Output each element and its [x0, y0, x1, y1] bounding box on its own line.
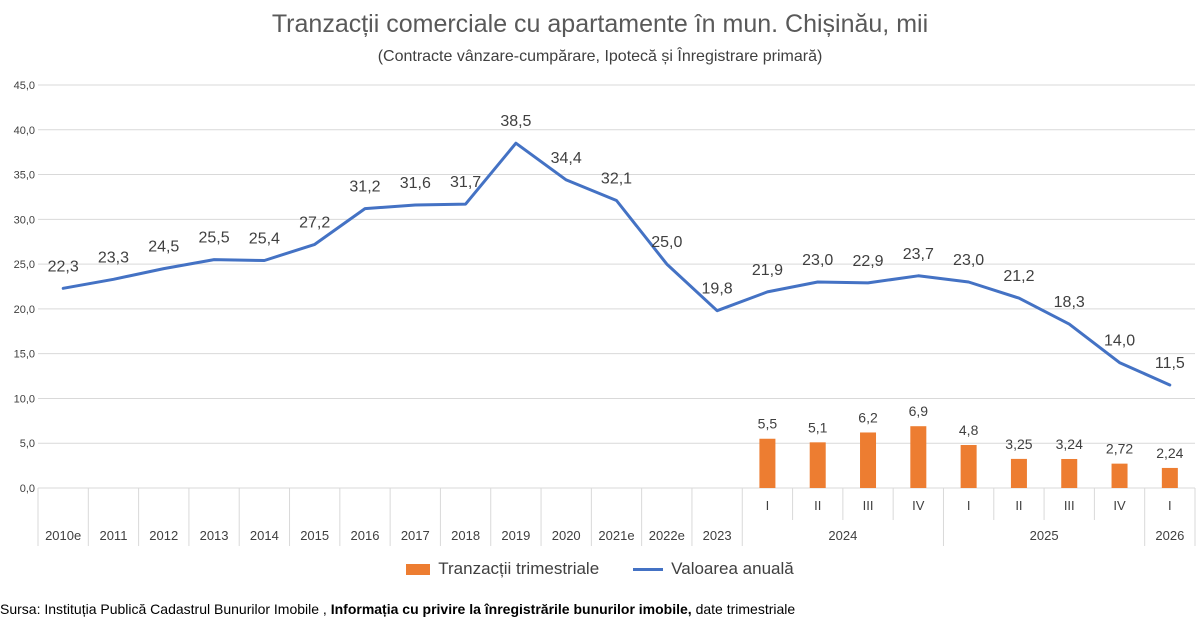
- line-data-label: 25,0: [651, 234, 682, 251]
- x-tick-label: 2012: [149, 528, 178, 543]
- chart-subtitle: (Contracte vânzare-cumpărare, Ipotecă și…: [377, 48, 823, 65]
- bar-data-label: 6,9: [909, 403, 929, 419]
- line-data-label: 11,5: [1155, 355, 1185, 372]
- line-data-label: 23,7: [903, 246, 934, 263]
- bar-data-label: 4,8: [959, 422, 979, 438]
- source-suffix: date trimestriale: [695, 601, 796, 617]
- bar-data-label: 3,24: [1056, 436, 1083, 452]
- line-data-label: 34,4: [551, 150, 582, 167]
- line-data-label: 22,9: [852, 253, 883, 270]
- legend-line-swatch: [633, 567, 664, 571]
- x-tick-label: IV: [1113, 498, 1126, 513]
- y-tick-label: 20,0: [14, 304, 35, 316]
- line-data-label: 22,3: [48, 258, 79, 275]
- x-tick-label: I: [1168, 498, 1172, 513]
- x-tick-label: III: [1064, 498, 1075, 513]
- line-data-label: 38,5: [500, 113, 531, 130]
- source-bold: Informația cu privire la înregistrările …: [330, 601, 692, 617]
- bar-data-label: 3,25: [1005, 436, 1032, 452]
- x-tick-label: 2010e: [45, 528, 81, 543]
- bar-data-label: 5,1: [808, 419, 828, 435]
- legend-item-bars: Tranzacții trimestriale: [406, 559, 599, 579]
- line-data-label: 21,2: [1003, 268, 1034, 285]
- x-group-label: 2025: [1030, 528, 1059, 543]
- source-prefix: Sursa: Instituția Publică Cadastrul Bunu…: [0, 601, 327, 617]
- y-tick-label: 40,0: [14, 125, 35, 137]
- y-tick-label: 0,0: [20, 483, 35, 495]
- line-data-label: 23,0: [953, 252, 984, 269]
- bar: [809, 442, 826, 488]
- x-tick-label: II: [1015, 498, 1022, 513]
- x-group-label: 2024: [828, 528, 857, 543]
- chart-title: Tranzacții comerciale cu apartamente în …: [271, 10, 929, 38]
- chart: Tranzacții comerciale cu apartamente în …: [0, 10, 1200, 579]
- bar-data-label: 6,2: [858, 409, 878, 425]
- y-tick-label: 10,0: [14, 393, 35, 405]
- x-tick-label: II: [814, 498, 821, 513]
- legend-item-line: Valoarea anuală: [633, 559, 794, 579]
- x-tick-label: 2018: [451, 528, 480, 543]
- line-data-label: 21,9: [752, 262, 783, 279]
- bar-data-label: 5,5: [758, 416, 778, 432]
- x-tick-label: 2023: [703, 528, 732, 543]
- line-data-label: 27,2: [299, 214, 330, 231]
- bar-data-label: 2,24: [1156, 445, 1183, 461]
- x-tick-label: IV: [912, 498, 925, 513]
- bar-data-label: 2,72: [1106, 441, 1133, 457]
- bar: [860, 432, 877, 488]
- bar: [1161, 467, 1178, 488]
- x-group-label: 2026: [1155, 528, 1184, 543]
- bar: [1010, 458, 1027, 488]
- y-tick-label: 15,0: [14, 349, 35, 361]
- bar: [910, 426, 927, 488]
- x-tick-label: 2019: [501, 528, 530, 543]
- x-tick-label: 2017: [401, 528, 430, 543]
- y-tick-label: 45,0: [14, 80, 35, 92]
- y-tick-label: 35,0: [14, 170, 35, 182]
- line-data-label: 18,3: [1054, 294, 1085, 311]
- chart-plot: 0,0 5,0 10,0 15,0 20,0 25,0 30,0 35,0 40,0 45,0 20…: [14, 80, 1196, 546]
- x-tick-label: 2014: [250, 528, 279, 543]
- x-tick-label: 2020: [552, 528, 581, 543]
- line-data-label: 31,6: [400, 175, 431, 192]
- x-tick-label: 2015: [300, 528, 329, 543]
- x-tick-label: 2013: [200, 528, 229, 543]
- legend: Tranzacții trimestriale Valoarea anuală: [0, 559, 1200, 579]
- source-note: Sursa: Instituția Publică Cadastrul Bunu…: [0, 601, 795, 617]
- x-tick-label: 2011: [99, 528, 127, 543]
- x-tick-label: I: [766, 498, 770, 513]
- line-data-label: 24,5: [148, 239, 179, 256]
- x-tick-label: 2016: [351, 528, 380, 543]
- bar: [1111, 463, 1128, 488]
- y-tick-label: 25,0: [14, 259, 35, 271]
- annual-value-line: [61, 141, 1172, 387]
- legend-bar-swatch: [406, 563, 431, 575]
- line-data-label: 31,2: [349, 179, 380, 196]
- line-data-label: 14,0: [1104, 333, 1135, 350]
- line-data-label: 19,8: [702, 281, 733, 298]
- legend-label-line: Valoarea anuală: [671, 559, 794, 578]
- line-data-label: 31,7: [450, 174, 481, 191]
- x-tick-label: I: [967, 498, 971, 513]
- bar: [1061, 458, 1078, 488]
- x-tick-label: 2022e: [649, 528, 685, 543]
- y-tick-label: 30,0: [14, 214, 35, 226]
- y-tick-label: 5,0: [20, 438, 35, 450]
- bar: [759, 438, 776, 488]
- line-data-label: 25,5: [198, 230, 229, 247]
- line-data-label: 23,0: [802, 252, 833, 269]
- x-tick-label: 2021e: [598, 528, 634, 543]
- line-data-label: 23,3: [98, 249, 129, 266]
- bar: [960, 445, 977, 488]
- line-data-label: 25,4: [249, 231, 280, 248]
- x-tick-label: III: [863, 498, 874, 513]
- line-data-label: 32,1: [601, 171, 632, 188]
- legend-label-bars: Tranzacții trimestriale: [438, 559, 600, 578]
